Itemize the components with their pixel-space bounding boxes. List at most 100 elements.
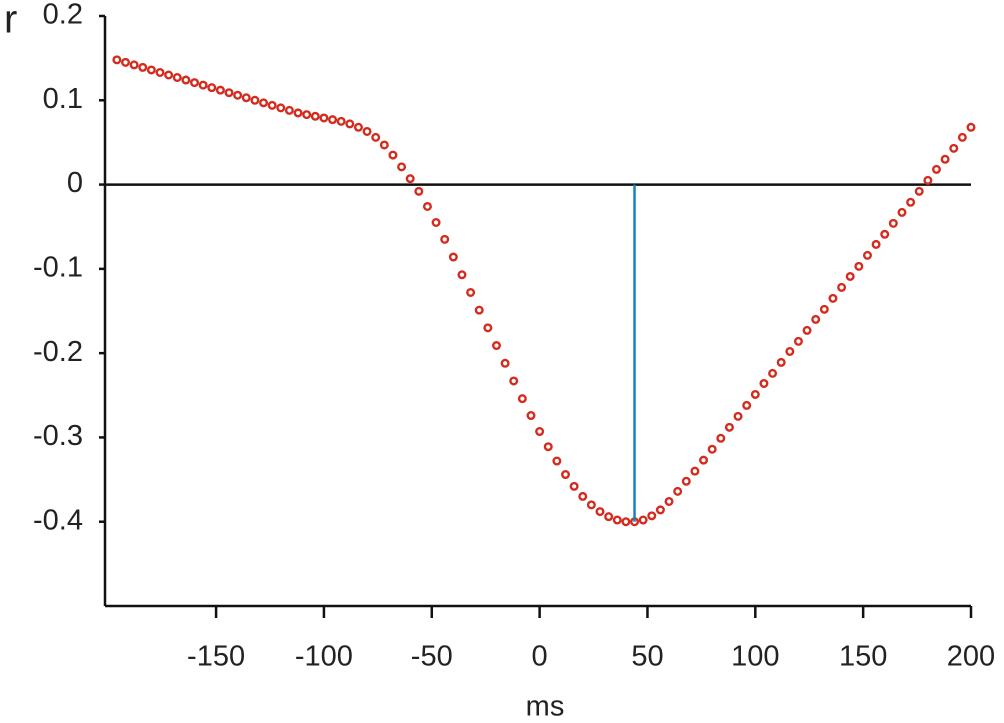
point	[491, 341, 501, 351]
point	[319, 113, 329, 123]
point	[466, 287, 476, 297]
point	[336, 116, 346, 126]
point	[276, 103, 286, 113]
point	[207, 83, 217, 93]
point	[638, 515, 648, 525]
point	[785, 346, 795, 356]
x-tick-label: 0	[532, 641, 548, 673]
point	[681, 476, 691, 486]
point	[302, 110, 312, 120]
point	[940, 154, 950, 164]
point	[293, 108, 303, 118]
point	[699, 455, 709, 465]
point	[914, 186, 924, 196]
point	[931, 164, 941, 174]
point	[897, 207, 907, 217]
point	[422, 201, 432, 211]
point	[535, 427, 545, 437]
point	[673, 486, 683, 496]
point	[828, 293, 838, 303]
point	[440, 234, 450, 244]
point	[509, 376, 519, 386]
point	[198, 80, 208, 90]
y-tick-label: -0.2	[33, 336, 83, 368]
point	[862, 250, 872, 260]
point	[414, 186, 424, 196]
point	[578, 491, 588, 501]
point	[397, 162, 407, 172]
point	[586, 500, 596, 510]
y-tick-label: -0.1	[33, 252, 83, 284]
point	[819, 304, 829, 314]
x-tick-label: 100	[731, 641, 779, 673]
point	[526, 411, 536, 421]
point	[561, 470, 571, 480]
point	[880, 229, 890, 239]
point	[310, 111, 320, 121]
point	[837, 282, 847, 292]
point	[233, 90, 243, 100]
point	[552, 456, 562, 466]
point	[146, 65, 156, 75]
y-tick-label: -0.3	[33, 420, 83, 452]
point	[664, 496, 674, 506]
point	[328, 115, 338, 125]
x-tick-label: -50	[411, 641, 453, 673]
x-tick-label: -150	[187, 641, 245, 673]
point	[949, 143, 959, 153]
point	[888, 218, 898, 228]
point	[172, 73, 182, 83]
point	[457, 270, 467, 280]
point	[802, 325, 812, 335]
point	[362, 126, 372, 136]
point	[250, 95, 260, 105]
point	[647, 511, 657, 521]
point	[845, 271, 855, 281]
point	[595, 507, 605, 517]
point	[768, 368, 778, 378]
point	[138, 62, 148, 72]
x-tick-label: 200	[947, 641, 995, 673]
point	[259, 98, 269, 108]
point	[215, 85, 225, 95]
point	[164, 70, 174, 80]
point	[759, 378, 769, 388]
point	[267, 100, 277, 110]
point	[923, 175, 933, 185]
point	[776, 357, 786, 367]
point	[388, 150, 398, 160]
point	[793, 336, 803, 346]
point	[543, 442, 553, 452]
point	[155, 67, 165, 77]
y-axis-label: r	[4, 0, 17, 42]
point	[655, 505, 665, 515]
point	[612, 515, 622, 525]
point	[379, 140, 389, 150]
point	[224, 88, 234, 98]
point	[112, 55, 122, 65]
point	[966, 122, 976, 132]
point	[906, 197, 916, 207]
y-tick-label: 0	[67, 167, 83, 199]
x-axis-label: ms	[526, 691, 565, 723]
point	[742, 400, 752, 410]
point	[724, 422, 734, 432]
point	[483, 323, 493, 333]
point	[284, 105, 294, 115]
point	[750, 389, 760, 399]
point	[181, 75, 191, 85]
point	[871, 239, 881, 249]
point	[500, 358, 510, 368]
point	[854, 261, 864, 271]
point	[474, 305, 484, 315]
point	[129, 60, 139, 70]
y-tick-label: 0.2	[43, 0, 83, 31]
point	[621, 517, 631, 527]
point	[431, 217, 441, 227]
point	[190, 78, 200, 88]
y-tick-label: -0.4	[33, 504, 83, 536]
point	[371, 132, 381, 142]
point	[353, 122, 363, 132]
point	[405, 174, 415, 184]
